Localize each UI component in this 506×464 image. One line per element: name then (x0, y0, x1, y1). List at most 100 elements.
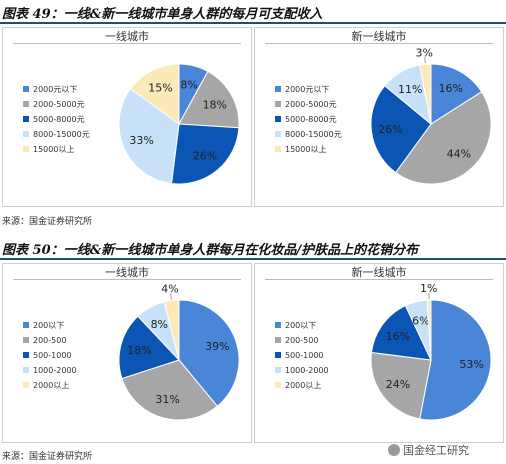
pie-chart: 8% 18% 26% 33% 15% 2000元以下 2000-5000元 5000-8000… (23, 63, 240, 185)
pie-slice (419, 299, 492, 421)
legend-label: 15000以上 (33, 145, 74, 154)
legend-label: 8000-15000元 (285, 130, 342, 139)
wechat-icon (388, 444, 400, 456)
pie-slice (370, 351, 432, 420)
data-label: 15% (148, 82, 172, 95)
pie-slice (178, 70, 240, 129)
figure-49-title: 图表 49：一线&新一线城市单身人群的每月可支配收入 (2, 7, 323, 22)
chart-title-rule (265, 279, 493, 280)
legend-label: 2000以上 (285, 381, 321, 390)
chart-panel: 一线城市 39% 31% 18% 8% 4% 200以下 200-500 500-1000 10… (2, 263, 252, 443)
data-label: 26% (193, 149, 217, 162)
legend-swatch (23, 116, 29, 122)
legend-label: 200-500 (33, 336, 66, 345)
data-label: 18% (203, 98, 227, 111)
figure-50-source: 来源：国金证券研究所 (2, 452, 93, 462)
legend-label: 200以下 (285, 321, 316, 330)
legend-swatch (275, 101, 281, 107)
chart-title: 一线城市 (105, 266, 149, 279)
pie-slice (419, 63, 432, 125)
chart-panel: 一线城市 8% 18% 26% 33% 15% 2000元以下 2000-5000元 5000… (2, 27, 252, 207)
chart-title-rule (13, 279, 241, 280)
data-label: 6% (412, 315, 429, 328)
data-label: 31% (155, 393, 179, 406)
legend-swatch (275, 322, 281, 328)
legend-swatch (275, 116, 281, 122)
chart-title-rule (265, 43, 493, 44)
watermark-text: 国金经工研究 (403, 444, 469, 457)
legend-swatch (23, 86, 29, 92)
pie-slice (118, 88, 180, 185)
chart-title-rule (13, 43, 241, 44)
legend-swatch (275, 131, 281, 137)
legend-swatch (23, 367, 29, 373)
pie-chart: 39% 31% 18%8% 4% 200以下 200-500 500-1000 1000-20… (23, 283, 240, 421)
legend-label: 500-1000 (285, 351, 324, 360)
legend-swatch (275, 146, 281, 152)
legend-label: 2000元以下 (285, 85, 329, 94)
figure-50-title: 图表 50：一线&新一线城市单身人群每月在化妆品/护肤品上的花销分布 (2, 243, 419, 258)
legend-swatch (275, 352, 281, 358)
legend-label: 2000-5000元 (285, 100, 337, 109)
legend-label: 2000元以下 (33, 85, 77, 94)
data-label: 11% (398, 83, 422, 96)
chart-panel: 新一线城市 16% 44% 26% 11% 3% 2000元以下 2000-5000元 500… (254, 27, 504, 207)
legend-label: 5000-8000元 (285, 115, 337, 124)
legend-label: 200以下 (33, 321, 64, 330)
legend-swatch (23, 101, 29, 107)
legend-label: 5000-8000元 (33, 115, 85, 124)
legend-swatch (23, 131, 29, 137)
data-label: 26% (378, 123, 402, 136)
data-label: 8% (151, 318, 168, 331)
chart-title: 一线城市 (105, 30, 149, 43)
pie-slice (118, 315, 180, 380)
data-label: 16% (438, 82, 462, 95)
figure-49-source: 来源：国金证券研究所 (2, 217, 93, 227)
legend-label: 200-500 (285, 336, 318, 345)
legend-swatch (23, 322, 29, 328)
legend-swatch (23, 352, 29, 358)
data-label: 16% (386, 330, 410, 343)
pie-slice (178, 299, 240, 407)
label-leader-line (424, 57, 426, 64)
pie-slice (426, 299, 432, 361)
data-label: 33% (129, 134, 153, 147)
data-label: 1% (420, 282, 437, 295)
legend-swatch (23, 337, 29, 343)
legend-label: 1000-2000 (285, 366, 329, 375)
legend-swatch (23, 146, 29, 152)
chart-title: 新一线城市 (351, 266, 407, 279)
pie-slice (170, 123, 240, 185)
data-label: 39% (205, 340, 229, 353)
pie-slice (163, 299, 180, 361)
pie-slice (430, 63, 483, 125)
pie-slice (370, 85, 432, 174)
legend-label: 500-1000 (33, 351, 72, 360)
data-label: 4% (161, 283, 178, 296)
pie-chart: 53% 24% 16%6% 1% 200以下 200-500 500-1000 1000-20… (275, 282, 492, 421)
label-leader-line (170, 293, 172, 300)
legend-swatch (275, 337, 281, 343)
pie-slice (370, 305, 432, 361)
figure-49-header: 图表 49：一线&新一线城市单身人群的每月可支配收入 (0, 2, 506, 24)
watermark: 国金经工研究 (388, 442, 469, 458)
pie-slice (121, 359, 218, 421)
chart-title: 新一线城市 (351, 30, 407, 43)
pie-slice (395, 91, 492, 185)
data-label: 3% (415, 46, 432, 59)
data-label: 8% (180, 79, 197, 92)
data-label: 44% (447, 148, 471, 161)
legend-label: 1000-2000 (33, 366, 77, 375)
legend-label: 2000-5000元 (33, 100, 85, 109)
legend-label: 15000以上 (285, 145, 326, 154)
data-label: 24% (386, 378, 410, 391)
chart-panel: 新一线城市 53% 24% 16% 6% 1% 200以下 200-500 500-1000 1… (254, 263, 504, 443)
legend-label: 2000以上 (33, 381, 69, 390)
legend-label: 8000-15000元 (33, 130, 90, 139)
figure-50-header: 图表 50：一线&新一线城市单身人群每月在化妆品/护肤品上的花销分布 (0, 238, 506, 260)
data-label: 53% (459, 358, 483, 371)
legend-swatch (275, 367, 281, 373)
pie-chart: 16% 44% 26% 11% 3% 2000元以下 2000-5000元 5000-8000… (275, 46, 492, 185)
legend-swatch (275, 382, 281, 388)
legend-swatch (23, 382, 29, 388)
